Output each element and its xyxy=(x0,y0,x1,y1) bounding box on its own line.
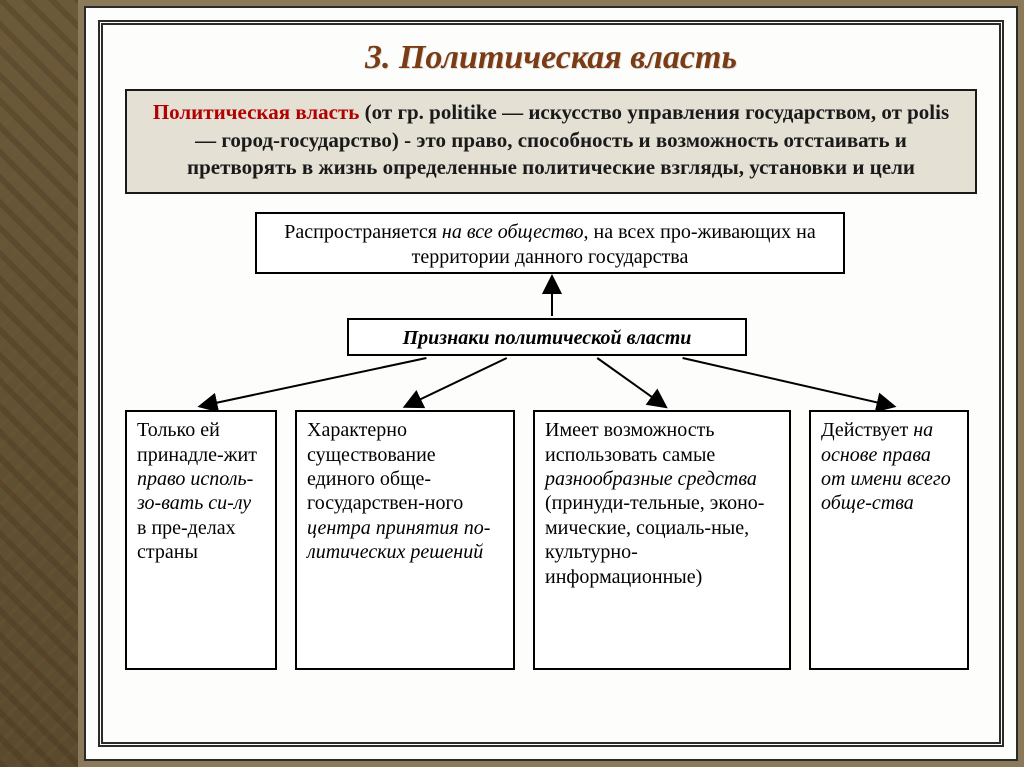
diagram-leaf-2: Характерно существование единого обще-го… xyxy=(295,410,515,670)
decorative-texture-strip xyxy=(0,0,78,767)
diagram-leaf-4: Действует на основе права от имени всего… xyxy=(809,410,969,670)
diagram-leaf-3: Имеет возможность использовать самые раз… xyxy=(533,410,791,670)
slide-inner-frame: 3. Политическая власть Политическая влас… xyxy=(98,20,1004,747)
slide-page: 3. Политическая власть Политическая влас… xyxy=(84,6,1018,761)
diagram-leaf-1: Только ей принадле-жит право исполь­зо-в… xyxy=(125,410,277,670)
slide-title: 3. Политическая власть xyxy=(125,39,977,77)
diagram-top-box: Распространяется на все общество, на все… xyxy=(255,212,845,274)
definition-box: Политическая власть (от гр. politike — и… xyxy=(125,89,977,194)
diagram-mid-box: Признаки политической власти xyxy=(347,318,747,356)
concept-diagram: Распространяется на все общество, на все… xyxy=(125,212,977,682)
definition-term: Политическая власть xyxy=(153,100,360,124)
